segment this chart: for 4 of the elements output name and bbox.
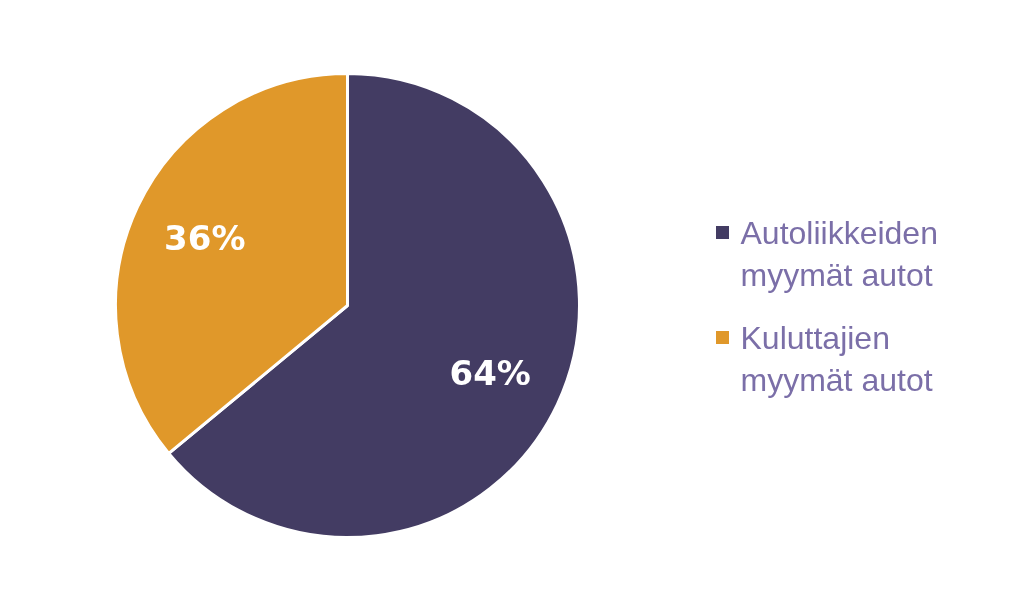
legend-label: Autoliikkeiden myymät autot bbox=[740, 214, 938, 293]
legend-label: Kuluttajien myymät autot bbox=[740, 319, 933, 398]
data-label: 64% bbox=[449, 352, 531, 393]
data-label: 36% bbox=[164, 218, 246, 259]
